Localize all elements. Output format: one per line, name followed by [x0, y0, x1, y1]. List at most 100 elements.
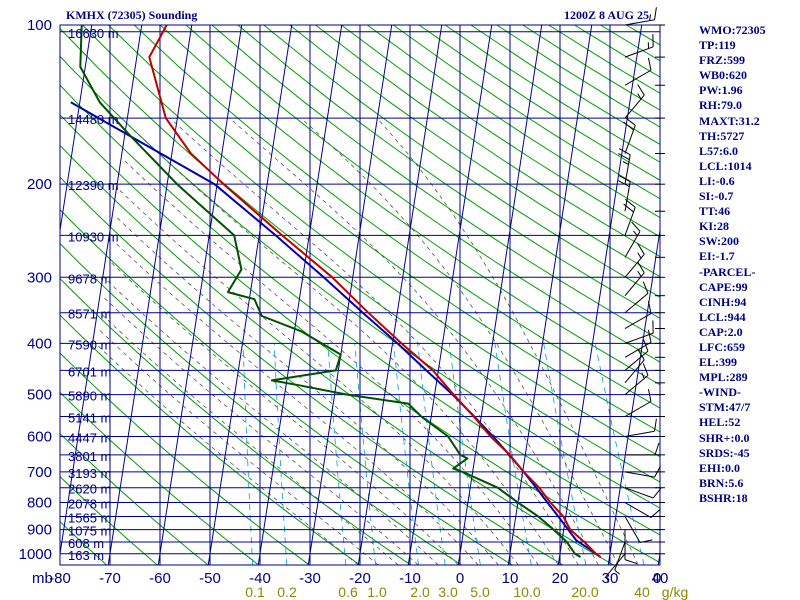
mixing-ratio-label: 2.0: [410, 584, 430, 600]
mixing-ratio-label: g/kg: [662, 584, 688, 600]
mixing-ratio-line: [354, 343, 376, 565]
mixing-ratio-line: [393, 343, 419, 565]
wind-barb-flag: [637, 348, 645, 361]
wind-barb-flag: [650, 508, 661, 518]
height-label: 12390 m: [68, 178, 119, 193]
wind-barb-flag: [623, 121, 634, 131]
isotherm: [157, 25, 243, 565]
wind-barb-half-flag: [637, 93, 642, 100]
wind-barb-flag: [637, 243, 645, 255]
wind-barb-flag: [647, 389, 652, 402]
wind-barb-flag: [654, 418, 657, 432]
height-label: 9678 m: [68, 271, 111, 286]
wind-barb-flag: [625, 117, 636, 126]
temperature-tick-label: -60: [149, 570, 171, 587]
pressure-tick-label: 700: [27, 464, 52, 481]
sounding-time: 1200Z 8 AUG 25: [564, 8, 650, 22]
wind-barb-flag: [623, 203, 634, 213]
index-item: L57:6.0: [699, 143, 738, 158]
index-item: EI:-1.7: [699, 249, 735, 264]
index-item: FRZ:599: [699, 53, 745, 68]
dewpoint-trace: [79, 25, 582, 558]
temperature-tick-label: -50: [199, 570, 221, 587]
index-item: PW:1.96: [699, 83, 743, 98]
wind-barb-half-flag: [637, 270, 642, 277]
wind-barb-half-flag: [637, 252, 642, 259]
isotherm: [207, 25, 293, 565]
moist-adiabat: [119, 189, 519, 565]
wind-barb-staff: [624, 293, 649, 314]
mixing-ratio-label: 10.0: [513, 584, 540, 600]
index-item: BSHR:18: [699, 490, 748, 505]
index-item: MAXT:31.2: [699, 113, 760, 128]
wind-barb-half-flag: [641, 372, 645, 379]
mixing-ratio-label: 0.2: [277, 584, 297, 600]
height-label: 3801 m: [68, 449, 111, 464]
wind-barb-half-flag: [649, 14, 652, 21]
wind-barb-flag: [631, 221, 641, 232]
wind-barb-half-flag: [614, 569, 621, 575]
dry-adiabat: [159, 25, 660, 386]
mixing-ratio-label: 1.0: [367, 584, 387, 600]
wind-barb-flag: [647, 301, 652, 314]
dry-adiabat: [82, 25, 660, 458]
wind-barb-flag: [654, 465, 662, 478]
wind-barb-staff: [624, 359, 645, 384]
wind-barb-staff: [624, 471, 655, 478]
pressure-tick-label: 300: [27, 269, 52, 286]
mixing-ratio-line: [273, 343, 288, 565]
wind-barb-staff: [624, 516, 641, 543]
moist-adiabat: [97, 328, 379, 565]
wind-barb-staff: [624, 401, 652, 417]
pressure-tick-label: 200: [27, 176, 52, 193]
dry-adiabat: [133, 25, 660, 409]
wind-barb-flag: [637, 84, 645, 96]
mixing-ratio-label: 5.0: [470, 584, 490, 600]
pressure-tick-label: 800: [27, 495, 52, 512]
temperature-trace: [148, 25, 602, 558]
index-item: WMO:72305: [699, 23, 766, 37]
index-item: MPL:289: [699, 370, 748, 385]
pressure-tick-label: 900: [27, 522, 52, 539]
dry-adiabat: [60, 352, 311, 565]
mixing-ratio-line: [417, 343, 446, 565]
moist-adiabat: [115, 216, 499, 565]
mixing-ratio-line: [327, 343, 347, 565]
temperature-tick-label: 0: [456, 570, 464, 587]
temperature-tick-label: 10: [502, 570, 519, 587]
wind-barb-half-flag: [622, 161, 629, 165]
wind-barb-flag: [647, 57, 652, 71]
height-label: 2078 m: [68, 497, 111, 512]
dry-adiabat: [211, 25, 660, 341]
height-label: 163 m: [68, 548, 104, 563]
wind-barb-staff: [624, 350, 649, 371]
index-item: TT:46: [699, 204, 731, 219]
pressure-tick-label: 1000: [19, 546, 52, 563]
wind-barb-flag: [639, 539, 653, 543]
wind-barb-flag: [624, 559, 638, 565]
height-label: 1565 m: [68, 510, 111, 525]
wind-barb-flag: [637, 261, 645, 273]
moist-adiabat: [99, 312, 399, 565]
index-item: BRN:5.6: [699, 475, 744, 490]
wind-barb-flag: [617, 153, 630, 161]
moist-adiabat: [123, 159, 539, 565]
moist-adiabat: [101, 295, 419, 565]
index-item: KI:28: [699, 219, 729, 234]
height-label: 10930 m: [68, 229, 119, 244]
mixing-ratio-label: 20.0: [571, 584, 598, 600]
pressure-unit-label: mb: [32, 570, 53, 587]
dry-adiabat: [107, 25, 660, 433]
wind-barb-staff: [624, 69, 652, 86]
isotherm: [107, 25, 193, 565]
temperature-tick-label: -10: [399, 570, 421, 587]
index-item: STM:47/7: [699, 400, 751, 415]
isotherm: [407, 25, 493, 565]
dry-adiabat: [315, 25, 660, 258]
wind-barb-staff: [624, 487, 654, 499]
moist-adiabat: [129, 125, 559, 565]
wind-barb-staff: [624, 430, 655, 437]
wind-barb-half-flag: [632, 230, 638, 236]
index-item: LCL:944: [699, 309, 746, 324]
